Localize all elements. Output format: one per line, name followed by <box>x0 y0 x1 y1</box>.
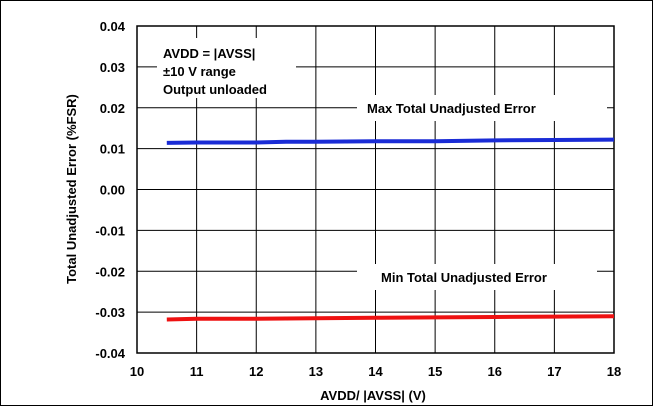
y-tick-label: 0.00 <box>100 183 125 198</box>
max-series-label: Max Total Unadjusted Error <box>367 101 536 116</box>
x-axis-title: AVDD/ |AVSS| (V) <box>320 388 426 403</box>
x-tick-label: 16 <box>488 364 502 379</box>
min-series-label: Min Total Unadjusted Error <box>381 270 547 285</box>
x-tick-label: 12 <box>249 364 263 379</box>
condition-line-1: AVDD = |AVSS| <box>163 46 255 61</box>
y-tick-label: -0.01 <box>95 223 125 238</box>
series-group <box>166 137 615 322</box>
x-tick-label: 10 <box>130 364 144 379</box>
plot-area <box>136 25 615 354</box>
max-error-series-line <box>166 137 615 145</box>
y-tick-label: -0.03 <box>95 305 125 320</box>
x-tick-label: 14 <box>368 364 383 379</box>
y-axis-title: Total Unadjusted Error (%FSR) <box>64 94 79 284</box>
condition-line-3: Output unloaded <box>163 82 267 97</box>
max-label-box <box>357 95 607 121</box>
x-axis-ticks: 10 11 12 13 14 15 16 17 18 <box>130 364 621 379</box>
x-tick-label: 13 <box>309 364 323 379</box>
x-tick-label: 15 <box>428 364 442 379</box>
y-axis-ticks: 0.04 0.03 0.02 0.01 0.00 -0.01 -0.02 -0.03 -0.04 <box>95 19 125 361</box>
y-tick-label: -0.04 <box>95 346 125 361</box>
conditions-box <box>157 38 296 98</box>
y-tick-label: 0.02 <box>100 101 125 116</box>
x-tick-label: 17 <box>547 364 561 379</box>
x-tick-label: 11 <box>190 364 204 379</box>
x-tick-label: 18 <box>607 364 621 379</box>
y-tick-label: 0.01 <box>100 142 125 157</box>
condition-line-2: ±10 V range <box>163 64 236 79</box>
y-tick-label: 0.04 <box>100 19 126 34</box>
y-tick-label: -0.02 <box>95 264 125 279</box>
y-tick-label: 0.03 <box>100 60 125 75</box>
min-label-box <box>357 264 597 290</box>
min-error-series-line <box>166 314 615 322</box>
